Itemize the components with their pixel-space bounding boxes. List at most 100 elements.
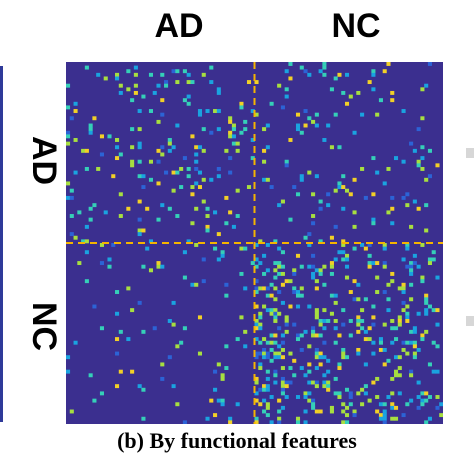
heatmap-cell [292,271,297,276]
heatmap-cell [201,148,206,153]
heatmap-cell [295,123,301,128]
heatmap-cell [318,351,323,356]
heatmap-cell [99,261,104,266]
heatmap-cell [182,420,187,424]
heatmap-cell [194,282,199,287]
heatmap-cell [73,170,78,175]
heatmap-cell [393,355,399,360]
heatmap-cell [273,333,278,338]
heatmap-cell [115,311,120,316]
heatmap-cell [96,72,101,77]
heatmap-cell [258,311,263,316]
heatmap-cell [427,304,432,309]
heatmap-cell [311,119,316,124]
heatmap-cell [133,72,138,77]
heatmap-cell [363,362,368,367]
heatmap-cell [209,398,214,403]
heatmap-cell [164,170,169,175]
heatmap-cell [435,163,440,168]
heatmap-cell [103,210,108,215]
heatmap-cell [416,347,421,352]
heatmap-cell [352,409,357,414]
heatmap-cell [243,286,248,291]
left-edge-neighbor-panel [0,66,3,422]
heatmap-cell [133,83,138,88]
heatmap-cell [390,279,395,284]
heatmap-cell [284,395,289,399]
heatmap-cell [401,195,406,200]
heatmap-cell [148,159,154,164]
heatmap-cell [329,271,334,276]
heatmap-cell [288,366,293,370]
heatmap-cell [69,116,74,121]
heatmap-cell [269,358,274,363]
heatmap-cell [273,373,278,378]
heatmap-cell [194,206,199,211]
heatmap-cell [348,94,353,99]
heatmap-cell [262,177,267,182]
heatmap-cell [262,253,267,258]
heatmap-cell [360,402,365,407]
heatmap-cell [405,311,410,316]
heatmap-cell [333,376,338,381]
heatmap-cell [133,90,138,95]
heatmap-cell [299,286,304,291]
heatmap-cell [92,203,97,208]
heatmap-cell [412,199,417,204]
heatmap-cell [311,221,316,226]
heatmap-cell [118,152,123,157]
heatmap-cell [412,340,417,345]
heatmap-cell [329,261,334,266]
heatmap-cell [416,311,421,316]
column-label-ad: AD [154,7,204,45]
heatmap-cell [322,319,327,323]
heatmap-cell [265,355,270,360]
heatmap-cell [130,145,135,150]
heatmap-cell [284,322,289,327]
heatmap-cell [220,253,225,258]
heatmap-cell [420,275,425,280]
heatmap-cell [412,351,417,356]
heatmap-cell [348,290,353,294]
heatmap-cell [277,351,282,356]
heatmap-cell [69,188,74,193]
heatmap-cell [322,308,327,313]
heatmap-cell [231,127,236,132]
heatmap-cell [118,369,123,374]
heatmap-cell [295,416,301,421]
heatmap-cell [258,315,263,320]
heatmap-cell [254,80,259,85]
heatmap-cell [386,166,391,171]
heatmap-cell [288,76,293,81]
heatmap-cell [405,203,410,208]
heatmap-cell [160,145,165,150]
heatmap-cell [371,261,376,266]
heatmap-cell [420,398,425,403]
heatmap-cell [307,232,312,237]
heatmap-cell [186,174,191,179]
heatmap-cell [401,347,406,352]
heatmap-cell [66,130,71,135]
heatmap-cell [382,416,387,421]
heatmap-cell [401,340,406,345]
heatmap-cell [322,264,327,269]
heatmap-cell [337,181,342,186]
heatmap-cell [235,214,240,218]
heatmap-cell [393,369,399,374]
heatmap-cell [115,290,120,294]
heatmap-cell [269,347,274,352]
heatmap-cell [137,217,142,222]
heatmap-cell [356,315,361,320]
heatmap-cell [322,355,327,360]
heatmap-cell [405,319,410,323]
heatmap-cell [424,83,429,88]
heatmap-cell [148,239,154,244]
heatmap-cell [273,268,278,273]
heatmap-cell [84,224,89,229]
heatmap-cell [348,395,353,399]
heatmap-cell [73,138,78,142]
heatmap-cell [371,192,376,197]
heatmap-cell [182,275,187,280]
heatmap-cell [228,119,233,124]
heatmap-cell [243,246,248,251]
